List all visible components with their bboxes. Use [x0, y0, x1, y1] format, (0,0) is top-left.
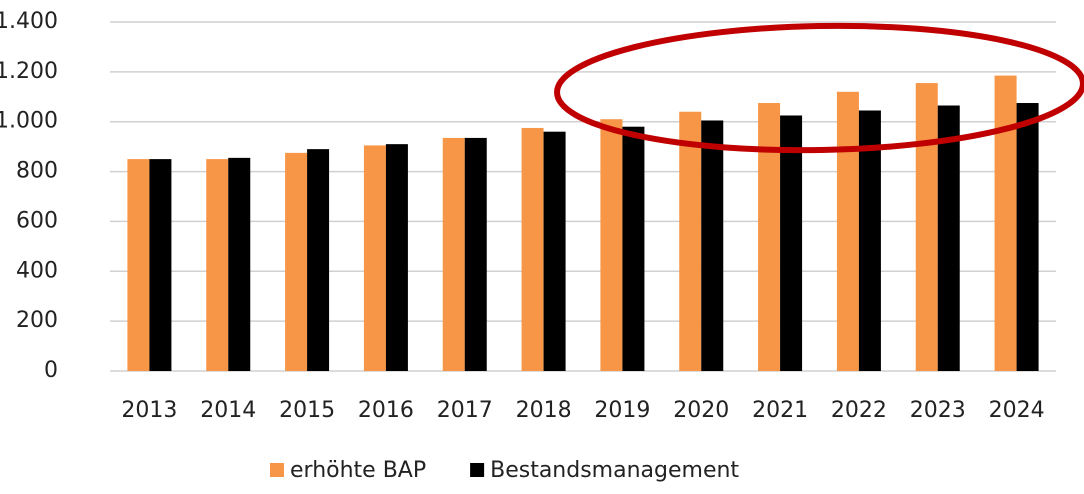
bar: [543, 131, 566, 371]
x-tick-label: 2018: [516, 398, 572, 423]
bar: [701, 120, 724, 371]
y-tick-label: 0: [44, 358, 58, 383]
bar: [149, 159, 172, 371]
x-tick-label: 2014: [200, 398, 256, 423]
bar: [285, 152, 308, 371]
x-tick-label: 2023: [910, 398, 966, 423]
bar: [363, 145, 386, 371]
bar: [385, 144, 408, 371]
bar: [600, 119, 623, 371]
y-tick-label: 800: [16, 159, 58, 184]
bar: [206, 159, 229, 371]
bar: [1016, 103, 1039, 372]
legend-label: Bestandsmanagement: [490, 458, 739, 483]
bar: [836, 91, 859, 372]
legend-swatch: [270, 463, 284, 477]
y-tick-label: 400: [16, 258, 58, 283]
bar: [521, 127, 544, 371]
x-tick-label: 2020: [673, 398, 729, 423]
highlight-ellipse: [554, 22, 1084, 154]
bar: [622, 126, 645, 371]
x-tick-label: 2019: [594, 398, 650, 423]
bar: [937, 105, 960, 371]
bar: [758, 103, 781, 372]
x-tick-label: 2016: [358, 398, 414, 423]
x-tick-label: 2021: [752, 398, 808, 423]
bar: [442, 137, 465, 371]
bar: [307, 149, 330, 371]
legend-swatch: [470, 463, 485, 477]
plot-area: 0 200 400 600 800 1.000 1.200 1.400 2013 2014 2015…: [0, 9, 1056, 483]
y-tick-label: 1.200: [0, 59, 58, 84]
bar: [127, 159, 150, 371]
x-tick-label: 2013: [121, 398, 177, 423]
bar: [228, 157, 251, 371]
bar: [464, 137, 487, 371]
bar: [994, 75, 1017, 371]
bar: [780, 115, 803, 371]
legend-label: erhöhte BAP: [290, 458, 426, 483]
x-tick-label: 2022: [831, 398, 887, 423]
y-tick-label: 600: [16, 208, 58, 233]
x-tick-label: 2017: [437, 398, 493, 423]
y-tick-label: 1.400: [0, 9, 58, 34]
bar: [915, 83, 938, 371]
y-tick-label: 200: [16, 308, 58, 333]
bar: [858, 110, 881, 371]
bar: [679, 111, 702, 371]
y-tick-label: 1.000: [0, 109, 58, 134]
x-tick-label: 2024: [989, 398, 1045, 423]
x-tick-label: 2015: [279, 398, 335, 423]
